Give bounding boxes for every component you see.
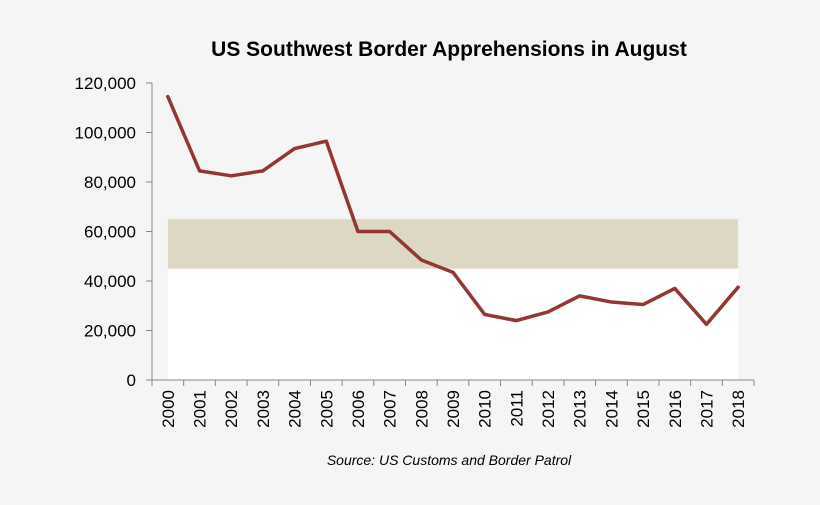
x-tick-label: 2011: [507, 390, 526, 427]
x-tick-label: 2000: [159, 390, 178, 428]
reference-band: [167, 219, 739, 269]
data-point: [609, 300, 613, 304]
x-tick-label: 2015: [634, 390, 653, 428]
x-tick-label: 2002: [222, 390, 241, 428]
y-tick-label: 100,000: [75, 124, 136, 143]
y-tick-label: 60,000: [84, 223, 136, 242]
x-tick-label: 2018: [729, 390, 748, 428]
series-layer: [166, 94, 740, 327]
data-point: [673, 286, 677, 290]
chart-title: US Southwest Border Apprehensions in Aug…: [211, 38, 687, 61]
data-point: [483, 312, 487, 316]
data-point: [514, 319, 518, 323]
x-tick-label: 2016: [666, 390, 685, 428]
y-tick-label: 120,000: [75, 74, 136, 93]
x-axis: 2000 2001 2002 2003 2004 2005 2006 2007 2008 2009…: [151, 379, 755, 428]
data-point: [641, 303, 645, 307]
data-point: [388, 230, 392, 233]
data-point: [451, 270, 455, 274]
y-tick-label: 0: [127, 371, 136, 390]
y-axis: 0 20,000 40,000 60,000 80,000 100,000 120,000: [75, 74, 153, 390]
chart-source: Source: US Customs and Border Patrol: [327, 452, 572, 468]
x-tick-label: 2005: [317, 390, 336, 428]
data-point: [229, 174, 233, 178]
data-point: [419, 258, 423, 262]
x-tick-label: 2014: [602, 390, 621, 428]
x-tick-label: 2008: [412, 390, 431, 428]
x-tick-label: 2013: [571, 390, 590, 428]
data-point: [324, 139, 328, 143]
x-tick-label: 2010: [476, 390, 495, 428]
x-tick-label: 2001: [191, 390, 210, 428]
data-point: [704, 322, 708, 326]
y-tick-label: 80,000: [84, 173, 136, 192]
data-point: [546, 310, 550, 314]
x-tick-label: 2012: [539, 390, 558, 428]
y-tick-label: 40,000: [84, 272, 136, 291]
data-point: [166, 95, 170, 99]
x-tick-label: 2006: [349, 390, 368, 428]
data-point: [736, 285, 740, 289]
x-tick-label: 2007: [381, 390, 400, 428]
y-tick-label: 20,000: [84, 322, 136, 341]
data-point: [356, 230, 360, 233]
x-tick-label: 2017: [697, 390, 716, 428]
data-point: [198, 169, 202, 173]
x-tick-label: 2009: [444, 390, 463, 428]
x-tick-label: 2004: [286, 390, 305, 428]
data-point: [578, 294, 582, 298]
data-point: [293, 147, 297, 151]
data-point: [261, 169, 265, 173]
x-tick-label: 2003: [254, 390, 273, 428]
